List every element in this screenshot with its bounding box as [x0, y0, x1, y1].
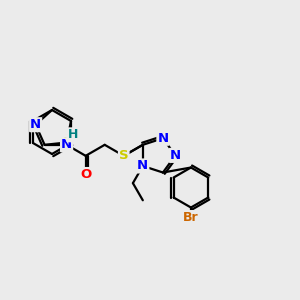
Text: N: N [158, 132, 169, 145]
Text: N: N [137, 160, 148, 172]
Text: N: N [30, 118, 41, 131]
Text: S: S [119, 149, 129, 162]
Text: O: O [80, 168, 91, 181]
Text: Br: Br [183, 211, 199, 224]
Text: H: H [68, 128, 78, 141]
Text: S: S [62, 136, 71, 149]
Text: N: N [170, 149, 181, 162]
Text: N: N [61, 138, 72, 151]
